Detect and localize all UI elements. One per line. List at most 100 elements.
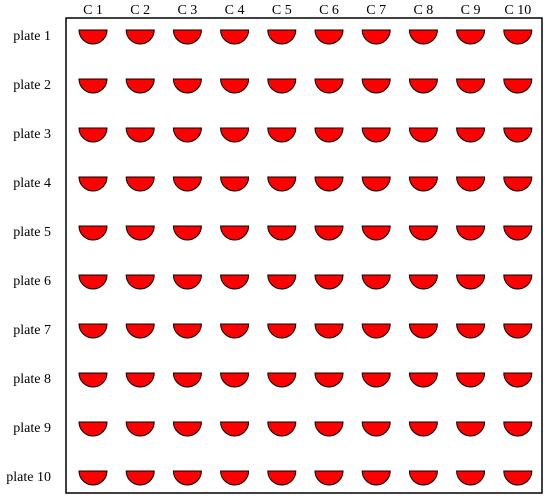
half-circle-marker [78, 421, 108, 437]
row-label: plate 10 [6, 470, 51, 485]
half-circle-marker [503, 29, 533, 45]
half-circle-marker [408, 225, 438, 241]
half-circle-marker [267, 78, 297, 94]
half-circle-marker [361, 470, 391, 486]
half-circle-marker [78, 78, 108, 94]
half-circle-marker [314, 470, 344, 486]
half-circle-marker [314, 127, 344, 143]
half-circle-marker [503, 225, 533, 241]
half-circle-marker [172, 78, 202, 94]
half-circle-marker [361, 176, 391, 192]
half-circle-marker [314, 176, 344, 192]
half-circle-marker [408, 323, 438, 339]
row-label: plate 7 [13, 323, 51, 338]
half-circle-marker [314, 274, 344, 290]
row-label: plate 9 [13, 421, 51, 436]
half-circle-marker [220, 127, 250, 143]
half-circle-marker [408, 372, 438, 388]
half-circle-marker [172, 421, 202, 437]
half-circle-marker [456, 127, 486, 143]
half-circle-marker [220, 78, 250, 94]
half-circle-marker [361, 421, 391, 437]
column-label: C 9 [461, 3, 481, 18]
half-circle-marker [408, 176, 438, 192]
half-circle-marker [78, 470, 108, 486]
half-circle-marker [267, 421, 297, 437]
half-circle-marker [220, 372, 250, 388]
column-label: C 3 [177, 3, 197, 18]
half-circle-marker [456, 225, 486, 241]
column-labels: C 1 C 2 C 3 C 4 C 5 C 6 C 7 C 8 C 9 C 10 [83, 3, 531, 18]
column-label: C 8 [413, 3, 433, 18]
half-circle-marker [314, 372, 344, 388]
grid-frame [65, 17, 543, 494]
half-circle-marker [78, 274, 108, 290]
half-circle-marker [408, 470, 438, 486]
column-label: C 1 [83, 3, 103, 18]
row-label: plate 3 [13, 127, 51, 142]
half-circle-marker [78, 29, 108, 45]
half-circle-marker [172, 225, 202, 241]
half-circle-marker [503, 372, 533, 388]
half-circle-marker [503, 176, 533, 192]
half-circle-marker [503, 323, 533, 339]
half-circle-marker [220, 225, 250, 241]
row-label: plate 5 [13, 225, 51, 240]
half-circle-marker [125, 372, 155, 388]
half-circle-marker [456, 372, 486, 388]
row-label: plate 1 [13, 29, 51, 44]
half-circle-marker [220, 29, 250, 45]
half-circle-marker [408, 78, 438, 94]
half-circle-marker [172, 176, 202, 192]
half-circle-marker [78, 225, 108, 241]
half-circle-marker [456, 176, 486, 192]
half-circle-marker [220, 323, 250, 339]
half-circle-marker [314, 29, 344, 45]
half-circle-marker [172, 274, 202, 290]
half-circle-marker [220, 274, 250, 290]
half-circle-marker [172, 470, 202, 486]
half-circle-marker [78, 372, 108, 388]
half-circle-marker [361, 274, 391, 290]
row-label: plate 4 [13, 176, 51, 191]
half-circle-marker [125, 127, 155, 143]
column-label: C 2 [130, 3, 150, 18]
half-circle-marker [314, 78, 344, 94]
half-circle-marker [172, 29, 202, 45]
half-circle-marker [125, 323, 155, 339]
half-circle-marker [267, 225, 297, 241]
half-circle-marker [503, 274, 533, 290]
half-circle-marker [361, 78, 391, 94]
half-circle-marker [361, 372, 391, 388]
half-circle-marker [267, 127, 297, 143]
column-label: C 5 [272, 3, 292, 18]
half-circle-marker [267, 470, 297, 486]
row-label: plate 6 [13, 274, 51, 289]
half-circle-marker [172, 127, 202, 143]
half-circle-marker [78, 323, 108, 339]
half-circle-marker [220, 176, 250, 192]
half-circle-marker [125, 470, 155, 486]
half-circle-marker [408, 421, 438, 437]
half-circle-marker [361, 29, 391, 45]
half-circle-marker [408, 274, 438, 290]
half-circle-marker [314, 323, 344, 339]
half-circle-marker [125, 176, 155, 192]
half-circle-marker [267, 29, 297, 45]
half-circle-marker [503, 421, 533, 437]
half-circle-marker [267, 372, 297, 388]
half-circle-marker [456, 78, 486, 94]
half-circle-marker [361, 127, 391, 143]
half-circle-marker [408, 29, 438, 45]
half-circle-marker [172, 372, 202, 388]
half-circle-marker [456, 274, 486, 290]
half-circle-marker [267, 274, 297, 290]
half-circle-marker [220, 470, 250, 486]
column-label: C 10 [504, 3, 531, 18]
half-circle-marker [503, 127, 533, 143]
column-label: C 4 [225, 3, 245, 18]
half-circle-marker [503, 470, 533, 486]
half-circle-marker [267, 323, 297, 339]
half-circle-marker [314, 225, 344, 241]
half-circle-marker [408, 127, 438, 143]
